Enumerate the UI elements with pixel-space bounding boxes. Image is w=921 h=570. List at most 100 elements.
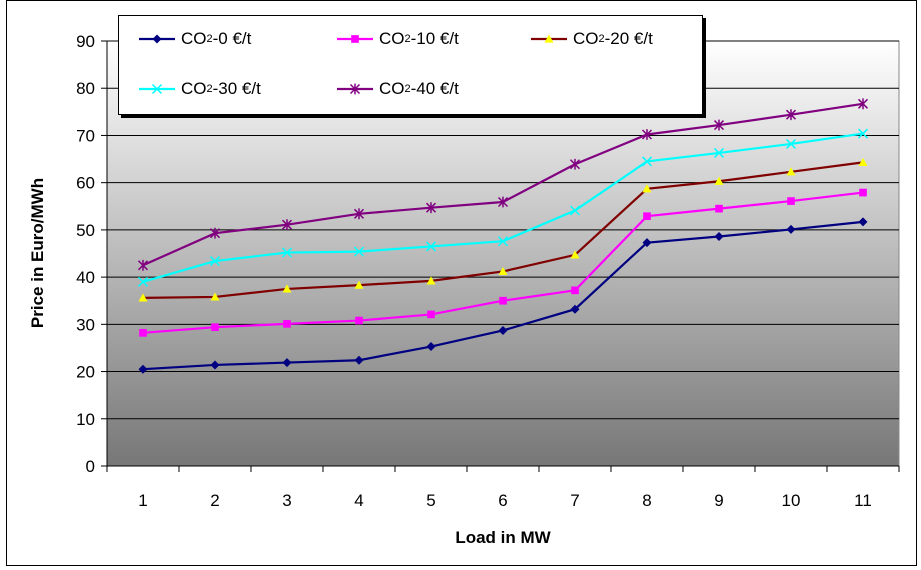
x-axis-title: Load in MW <box>455 528 551 547</box>
y-tick-label: 10 <box>76 410 95 429</box>
series-2 <box>138 157 868 302</box>
legend-label-prefix: CO <box>379 79 405 98</box>
data-point <box>497 236 509 247</box>
data-point <box>713 119 725 131</box>
y-tick-label: 30 <box>76 315 95 334</box>
chart-frame: 0 10 20 30 40 50 60 70 80 90 1 2 3 4 5 6 7 8 9 10 11 Load i… <box>6 0 917 566</box>
data-point <box>641 156 653 167</box>
data-point <box>715 204 723 213</box>
data-point <box>713 147 725 158</box>
legend-label-suffix: -20 €/t <box>604 29 653 48</box>
data-point <box>498 325 508 335</box>
data-point <box>569 205 581 216</box>
legend-swatch <box>337 35 373 43</box>
x-tick-label: 10 <box>782 491 801 510</box>
legend-label-suffix: -30 €/t <box>212 79 261 98</box>
y-tick-label: 60 <box>76 174 95 193</box>
data-point <box>210 292 220 301</box>
series-layer <box>137 98 869 374</box>
x-tick-label: 3 <box>282 491 291 510</box>
data-point <box>858 157 868 166</box>
data-point <box>787 197 795 205</box>
series-4 <box>137 98 869 271</box>
y-tick-label: 90 <box>76 32 95 51</box>
x-tick-label: 1 <box>138 491 147 510</box>
x-tick-label: 2 <box>210 491 219 510</box>
legend-label-subscript: 2 <box>404 83 411 95</box>
data-point <box>642 184 652 193</box>
legend: CO 2 -0 €/t CO 2 -10 €/t CO 2 -20 €/t CO 2 -30 €/t C… <box>118 15 703 115</box>
legend-item: CO 2 -30 €/t <box>139 76 261 102</box>
legend-label-subscript: 2 <box>598 33 605 45</box>
data-point <box>569 158 581 170</box>
x-tick-label: 7 <box>570 491 579 510</box>
legend-label-prefix: CO <box>379 29 405 48</box>
data-point <box>139 329 147 337</box>
data-point <box>426 342 436 352</box>
data-point <box>349 83 361 95</box>
data-point <box>138 364 148 374</box>
legend-label-suffix: -0 €/t <box>212 29 252 48</box>
x-tick-label: 9 <box>714 491 723 510</box>
legend-item: CO 2 -40 €/t <box>337 76 459 102</box>
data-point <box>354 280 364 289</box>
data-point <box>714 176 724 185</box>
data-point <box>570 304 580 314</box>
data-point <box>211 323 219 331</box>
data-point <box>209 256 221 267</box>
legend-swatch <box>337 83 373 95</box>
x-tick-label: 8 <box>642 491 651 510</box>
legend-swatch <box>139 83 175 95</box>
data-point <box>426 276 436 285</box>
legend-swatch <box>139 34 175 44</box>
legend-item: CO 2 -0 €/t <box>139 26 251 52</box>
legend-label-prefix: CO <box>181 79 207 98</box>
data-point <box>499 296 507 305</box>
legend-label-suffix: -10 €/t <box>410 29 459 48</box>
data-point <box>425 202 437 214</box>
data-point <box>785 138 797 149</box>
data-point <box>152 34 162 44</box>
y-tick-label: 80 <box>76 79 95 98</box>
legend-item: CO 2 -20 €/t <box>531 26 653 52</box>
data-point <box>786 224 796 234</box>
x-tick-label: 5 <box>426 491 435 510</box>
x-tick-label: 6 <box>498 491 507 510</box>
data-point <box>137 259 149 271</box>
series-0 <box>138 217 868 374</box>
legend-label-subscript: 2 <box>206 83 213 95</box>
y-tick-label: 40 <box>76 268 95 287</box>
legend-label-subscript: 2 <box>206 33 213 45</box>
data-point <box>209 227 221 239</box>
data-point <box>282 358 292 368</box>
data-point <box>642 238 652 248</box>
data-point <box>281 247 293 258</box>
y-tick-labels: 0 10 20 30 40 50 60 70 80 90 <box>76 32 95 476</box>
x-tick-label: 11 <box>854 491 872 510</box>
data-point <box>282 284 292 293</box>
data-point <box>283 320 291 328</box>
data-point <box>641 129 653 140</box>
legend-label-suffix: -40 €/t <box>410 79 459 98</box>
data-point <box>355 316 363 325</box>
legend-label-prefix: CO <box>573 29 599 48</box>
data-point <box>544 34 554 43</box>
data-point <box>571 286 579 295</box>
legend-item: CO 2 -10 €/t <box>337 26 459 52</box>
data-point <box>857 128 869 139</box>
data-point <box>427 310 435 319</box>
data-point <box>785 109 797 121</box>
y-tick-label: 20 <box>76 363 95 382</box>
data-point <box>210 360 220 370</box>
y-tick-label: 70 <box>76 126 95 145</box>
legend-swatch <box>531 34 567 43</box>
data-point <box>351 35 359 43</box>
data-point <box>858 217 868 227</box>
data-point <box>354 355 364 365</box>
data-point <box>570 250 580 259</box>
data-point <box>498 266 508 276</box>
data-point <box>281 219 293 231</box>
data-point <box>714 232 724 241</box>
data-point <box>151 83 163 95</box>
x-tick-labels: 1 2 3 4 5 6 7 8 9 10 11 <box>138 491 872 510</box>
